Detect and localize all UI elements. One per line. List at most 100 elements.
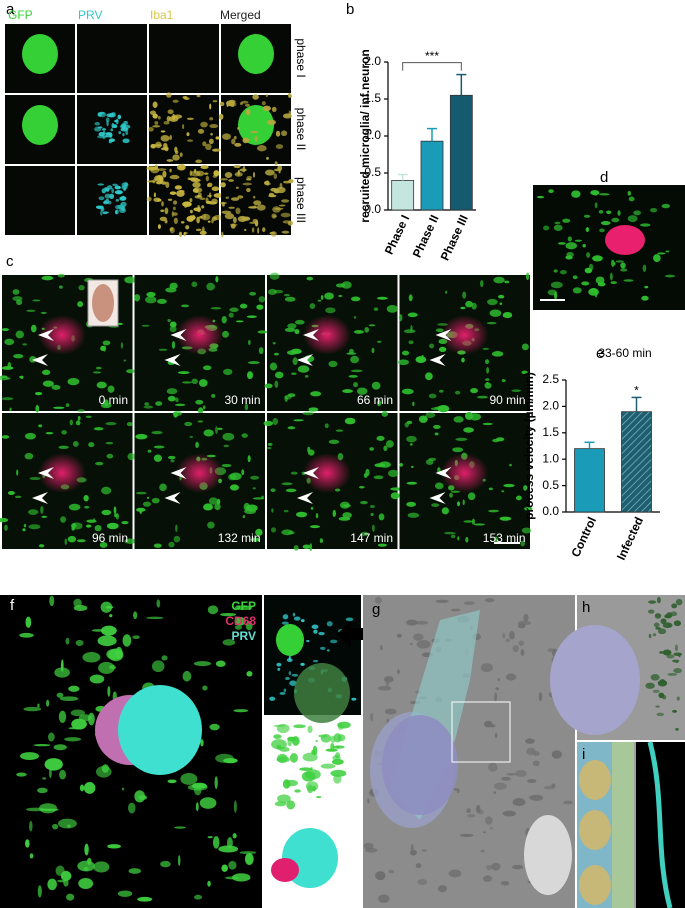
cell-process	[268, 192, 274, 197]
cell-process	[126, 369, 135, 374]
cell-process	[281, 482, 293, 486]
arrowhead	[164, 354, 181, 366]
cell-process	[187, 177, 191, 181]
infected-neuron	[175, 315, 224, 355]
cell-process	[305, 769, 321, 780]
cell-process	[61, 430, 67, 435]
cell-process	[104, 193, 111, 199]
cell-process	[271, 213, 277, 219]
cell-process	[457, 536, 460, 541]
cell-process	[627, 215, 638, 223]
cell-process	[628, 196, 635, 202]
cell-process	[274, 371, 284, 379]
cell-process	[96, 381, 107, 389]
panel-label: f	[10, 597, 15, 614]
cell-process	[465, 411, 474, 420]
cell-process	[449, 492, 453, 498]
cell-process	[279, 747, 290, 752]
arrowhead	[38, 329, 54, 341]
cell-process	[390, 487, 403, 491]
cell-process	[521, 370, 528, 375]
cell-process	[93, 861, 110, 873]
cell-process	[207, 836, 213, 839]
arrowhead	[32, 492, 48, 504]
cell-process	[320, 295, 324, 300]
cell-process	[217, 427, 223, 430]
cell-process	[491, 862, 501, 871]
cell-process	[219, 178, 229, 181]
cell-process	[317, 299, 322, 302]
cell-process	[553, 224, 563, 231]
cell-process	[121, 787, 125, 791]
cell-process	[111, 188, 114, 194]
cell-process	[480, 280, 484, 288]
cell-process	[158, 348, 168, 351]
cell-process	[215, 136, 220, 140]
cell-process	[172, 99, 179, 103]
y-tick-label: 0.0	[364, 202, 381, 216]
organelle	[579, 810, 611, 850]
cell-process	[484, 382, 492, 389]
cell-process	[461, 357, 465, 363]
cell-process	[232, 216, 237, 224]
infected-neuron	[303, 315, 351, 355]
cell-process	[100, 402, 112, 409]
cell-process	[443, 531, 456, 535]
cell-process	[228, 206, 235, 209]
cell-process	[75, 420, 81, 426]
cell-process	[377, 340, 382, 343]
cell-process	[495, 687, 499, 691]
cell-process	[281, 130, 288, 137]
time-label: 96 min	[92, 531, 128, 545]
cell-process	[149, 110, 156, 115]
cell-process	[71, 523, 77, 529]
organelle	[579, 760, 611, 800]
cell-process	[114, 119, 119, 123]
cell-process	[107, 844, 121, 849]
cell-process	[437, 885, 447, 893]
cell-process	[181, 381, 192, 384]
cell-process	[310, 506, 314, 510]
cell-process	[203, 429, 214, 437]
cell-process	[171, 341, 176, 349]
cell-process	[1, 328, 9, 332]
cell-process	[342, 512, 352, 519]
cell-process	[209, 723, 220, 731]
cell-process	[494, 732, 498, 739]
cell-process	[255, 528, 263, 536]
cell-process	[273, 724, 286, 728]
time-label: 30 min	[224, 393, 260, 407]
time-label: 132 min	[218, 531, 261, 545]
cell-process	[276, 186, 286, 194]
cell-process	[606, 210, 612, 215]
cell-process	[121, 123, 127, 128]
cell-process	[181, 304, 190, 308]
cell-process	[270, 187, 278, 192]
cell-process	[309, 303, 316, 309]
cell-process	[71, 527, 75, 531]
cell-process	[664, 274, 676, 278]
y-tick-label: 1.0	[542, 451, 559, 465]
cell-process	[652, 689, 660, 694]
cell-process	[337, 723, 344, 730]
cell-process	[270, 488, 276, 492]
cell-process	[324, 292, 334, 300]
x-tick-label: Phase II	[410, 213, 442, 260]
cell-process	[471, 302, 477, 310]
significance: ***	[425, 49, 439, 63]
cell-process	[620, 262, 626, 269]
cell-process	[267, 288, 277, 296]
cell-process	[640, 223, 651, 227]
bar	[391, 179, 415, 211]
cell-process	[237, 195, 244, 199]
cell-process	[486, 321, 497, 325]
cell-process	[213, 170, 220, 177]
cell-process	[246, 315, 257, 318]
cell-process	[245, 109, 251, 116]
cell-process	[198, 379, 208, 387]
cell-process	[485, 359, 490, 365]
cell-process	[659, 679, 666, 684]
cell-process	[666, 612, 673, 619]
cell-process	[179, 152, 183, 157]
